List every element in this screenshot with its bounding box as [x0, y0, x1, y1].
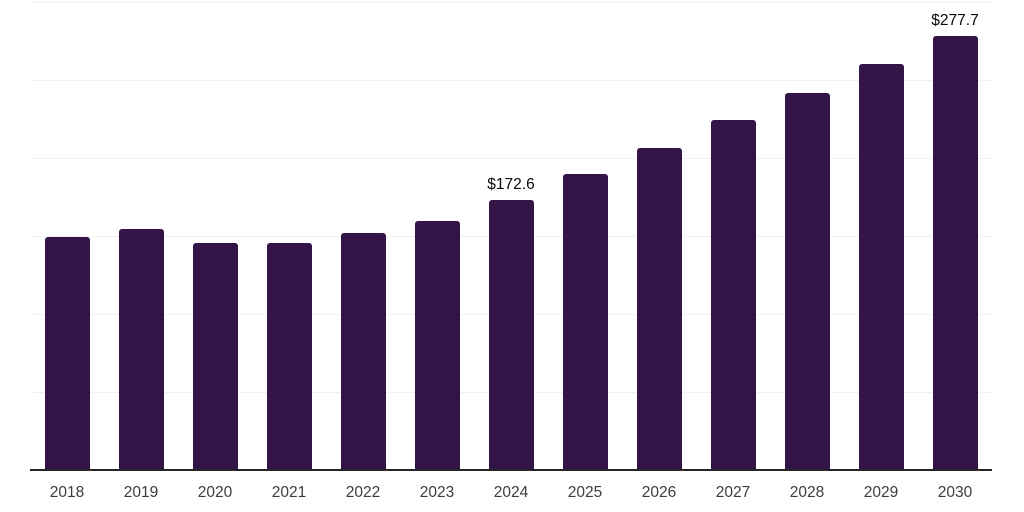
bar-2020	[192, 242, 238, 469]
x-axis-tick-labels: 2018 2019 2020 2021 2022 2023 2024 2025 2026 2027…	[30, 484, 992, 502]
bar-slot-2021	[252, 0, 326, 469]
x-tick-label-2024: 2024	[493, 484, 529, 501]
bar-slot-2022	[326, 0, 400, 469]
x-tick-label-2020: 2020	[197, 484, 233, 501]
gridline-200	[30, 158, 992, 159]
x-axis-line	[30, 469, 992, 471]
bar-slot-2030: $277.7	[918, 0, 992, 469]
x-tick-label-2025: 2025	[567, 484, 603, 501]
x-tick-label-2022: 2022	[345, 484, 381, 501]
bar-slot-2019	[104, 0, 178, 469]
bar-2022	[340, 233, 386, 469]
bar-slot-2025	[548, 0, 622, 469]
gridline-300	[30, 2, 992, 3]
bar-2030	[932, 35, 978, 469]
x-tick-label-2027: 2027	[715, 484, 751, 501]
bar-2024	[488, 199, 534, 469]
x-tick-label-2021: 2021	[271, 484, 307, 501]
bar-slot-2029	[844, 0, 918, 469]
x-tick-label-2028: 2028	[789, 484, 825, 501]
bar-slot-2024: $172.6	[474, 0, 548, 469]
bar-slot-2026	[622, 0, 696, 469]
x-tick-label-2023: 2023	[419, 484, 455, 501]
bar-2021	[266, 242, 312, 469]
bar-slot-2023	[400, 0, 474, 469]
x-tick-label-2019: 2019	[123, 484, 159, 501]
bar-slot-2028	[770, 0, 844, 469]
bar-2025	[562, 173, 608, 469]
x-tick-label-2029: 2029	[863, 484, 899, 501]
bar-2026	[636, 147, 682, 469]
data-label-2024: $172.6	[487, 175, 535, 193]
bar-2028	[784, 92, 830, 469]
gridline-250	[30, 80, 992, 81]
data-label-2030: $277.7	[931, 11, 979, 29]
bar-2018	[44, 237, 90, 469]
bar-2023	[414, 220, 460, 469]
bar-2029	[858, 64, 904, 469]
bar-2027	[710, 119, 756, 469]
x-tick-label-2030: 2030	[937, 484, 973, 501]
bar-2019	[118, 229, 164, 469]
bar-slot-2027	[696, 0, 770, 469]
bar-slot-2020	[178, 0, 252, 469]
x-tick-label-2018: 2018	[49, 484, 85, 501]
x-tick-label-2026: 2026	[641, 484, 677, 501]
plot-area: $172.6 $277.7	[30, 0, 992, 469]
bar-slot-2018	[30, 0, 104, 469]
